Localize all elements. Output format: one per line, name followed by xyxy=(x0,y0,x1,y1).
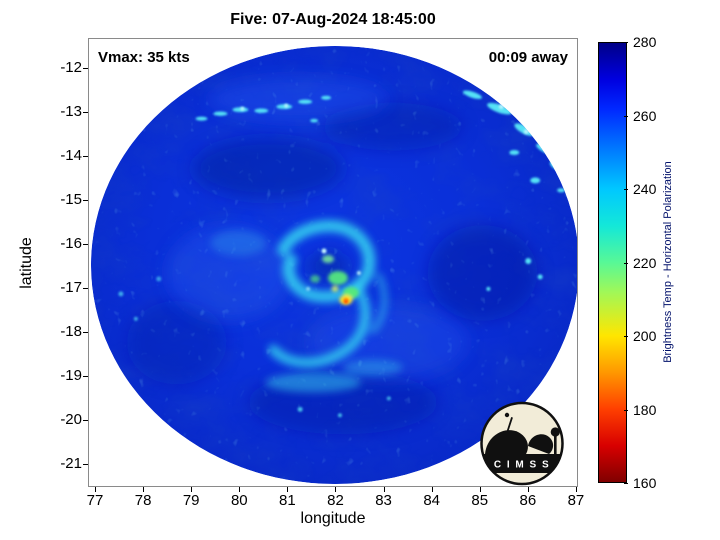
chart-title: Five: 07-Aug-2024 18:45:00 xyxy=(230,11,436,28)
convective-green-patches xyxy=(310,255,359,305)
central-convective-band xyxy=(268,220,388,368)
colorbar-tick-label: 240 xyxy=(624,180,667,198)
y-tick-label: -18 xyxy=(36,322,88,342)
colorbar-ticks: 280 260 240 220 200 180 160 xyxy=(624,33,667,492)
colorbar-tick-label: 200 xyxy=(624,327,667,345)
cimss-logo-band xyxy=(481,454,563,473)
colorbar-tick-label: 280 xyxy=(624,33,667,51)
cimss-logo-text: C I M S S xyxy=(494,460,550,471)
x-tick-label: 87 xyxy=(561,487,591,510)
x-tick-label: 82 xyxy=(320,487,350,510)
y-tick-label: -17 xyxy=(36,278,88,298)
x-tick-label: 80 xyxy=(224,487,254,510)
plot-area: Vmax: 35 kts 00:09 away C I M S S xyxy=(88,38,578,487)
y-tick-label: -14 xyxy=(36,146,88,166)
x-axis-label: longitude xyxy=(300,510,366,527)
colorbar xyxy=(598,42,627,483)
y-tick-label: -19 xyxy=(36,366,88,386)
satellite-dish-silhouettes xyxy=(485,412,560,454)
outer-band-texture xyxy=(210,230,403,393)
colorbar-tick-label: 220 xyxy=(624,254,667,272)
x-tick-label: 85 xyxy=(465,487,495,510)
convective-core xyxy=(306,248,361,304)
y-tick-label: -16 xyxy=(36,234,88,254)
x-tick-label: 86 xyxy=(513,487,543,510)
colorbar-tick-label: 180 xyxy=(624,401,667,419)
y-tick-label: -15 xyxy=(36,190,88,210)
x-axis-ticks: 77 78 79 80 81 82 83 84 85 86 87 xyxy=(80,487,591,510)
y-axis-label: latitude xyxy=(18,237,35,289)
x-tick-label: 78 xyxy=(128,487,158,510)
cyan-speckle-clusters xyxy=(118,90,566,418)
x-tick-label: 81 xyxy=(272,487,302,510)
x-tick-label: 77 xyxy=(80,487,110,510)
x-tick-label: 84 xyxy=(417,487,447,510)
y-tick-label: -13 xyxy=(36,102,88,122)
vmax-annotation: Vmax: 35 kts xyxy=(98,49,190,66)
y-tick-label: -12 xyxy=(36,58,88,78)
colorbar-tick-label: 260 xyxy=(624,107,667,125)
y-tick-label: -20 xyxy=(36,410,88,430)
colorbar-tick-label: 160 xyxy=(624,474,667,492)
colorbar-label: Brightness Temp - Horizontal Polarizatio… xyxy=(662,161,674,363)
time-away-annotation: 00:09 away xyxy=(488,49,568,66)
y-axis-ticks: -12 -13 -14 -15 -16 -17 -18 -19 -20 -21 xyxy=(36,58,88,474)
x-tick-label: 79 xyxy=(176,487,206,510)
cimss-logo: C I M S S xyxy=(475,401,569,486)
y-tick-label: -21 xyxy=(36,454,88,474)
x-tick-label: 83 xyxy=(369,487,399,510)
